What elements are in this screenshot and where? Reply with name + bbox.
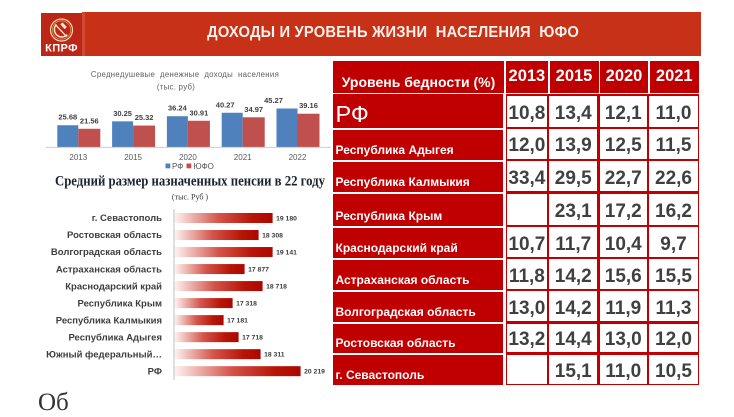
- svg-text:г. Севастополь: г. Севастополь: [92, 213, 162, 224]
- svg-text:Среднедушевые денежные доход: Среднедушевые денежные доходы населения: [91, 70, 279, 79]
- svg-text:Краснодарский край: Краснодарский край: [65, 281, 162, 292]
- svg-text:РФ: РФ: [172, 162, 183, 171]
- svg-text:18 718: 18 718: [266, 284, 287, 291]
- svg-text:17 318: 17 318: [236, 301, 257, 308]
- svg-text:36.24: 36.24: [168, 104, 188, 113]
- svg-text:Средний размер назначенных пе: Средний размер назначенных пенсии в 22 г…: [55, 174, 326, 190]
- svg-text:20 219: 20 219: [304, 369, 325, 376]
- svg-text:39.16: 39.16: [299, 101, 318, 110]
- svg-text:2021: 2021: [234, 153, 252, 162]
- svg-text:Республика Адыгея: Республика Адыгея: [68, 332, 162, 343]
- svg-text:18 311: 18 311: [264, 352, 285, 359]
- svg-text:25.68: 25.68: [58, 113, 77, 122]
- svg-text:17 877: 17 877: [248, 267, 269, 274]
- svg-text:2013: 2013: [69, 153, 87, 162]
- svg-text:25.32: 25.32: [135, 113, 154, 122]
- svg-text:КПРФ: КПРФ: [45, 43, 78, 55]
- svg-text:19 180: 19 180: [276, 216, 297, 223]
- svg-text:2020: 2020: [179, 153, 197, 162]
- svg-text:2022: 2022: [289, 153, 307, 162]
- svg-text:2015: 2015: [124, 153, 142, 162]
- svg-text:Волгоградская область: Волгоградская область: [51, 247, 162, 258]
- svg-text:Республика Калмыкия: Республика Калмыкия: [56, 315, 162, 326]
- svg-text:17 181: 17 181: [227, 318, 248, 325]
- svg-text:ЮФО: ЮФО: [194, 162, 214, 171]
- svg-text:19 141: 19 141: [276, 250, 297, 257]
- svg-text:30.25: 30.25: [113, 109, 132, 118]
- svg-text:(тыс. Руб ): (тыс. Руб ): [172, 192, 209, 201]
- svg-text:Астраханская область: Астраханская область: [56, 264, 162, 275]
- svg-text:Южный федеральный…: Южный федеральный…: [46, 349, 162, 360]
- svg-text:(тыс. руб): (тыс. руб): [157, 83, 195, 92]
- svg-text:17 718: 17 718: [242, 335, 263, 342]
- svg-text:34.97: 34.97: [244, 105, 263, 114]
- svg-text:21.56: 21.56: [80, 116, 99, 125]
- svg-text:30.91: 30.91: [190, 108, 209, 117]
- svg-text:18 308: 18 308: [262, 233, 283, 240]
- svg-text:Ростовская область: Ростовская область: [67, 230, 162, 241]
- svg-text:40.27: 40.27: [216, 100, 235, 109]
- svg-text:Республика Крым: Республика Крым: [78, 298, 163, 309]
- svg-text:45.27: 45.27: [264, 96, 283, 105]
- svg-text:РФ: РФ: [148, 366, 162, 377]
